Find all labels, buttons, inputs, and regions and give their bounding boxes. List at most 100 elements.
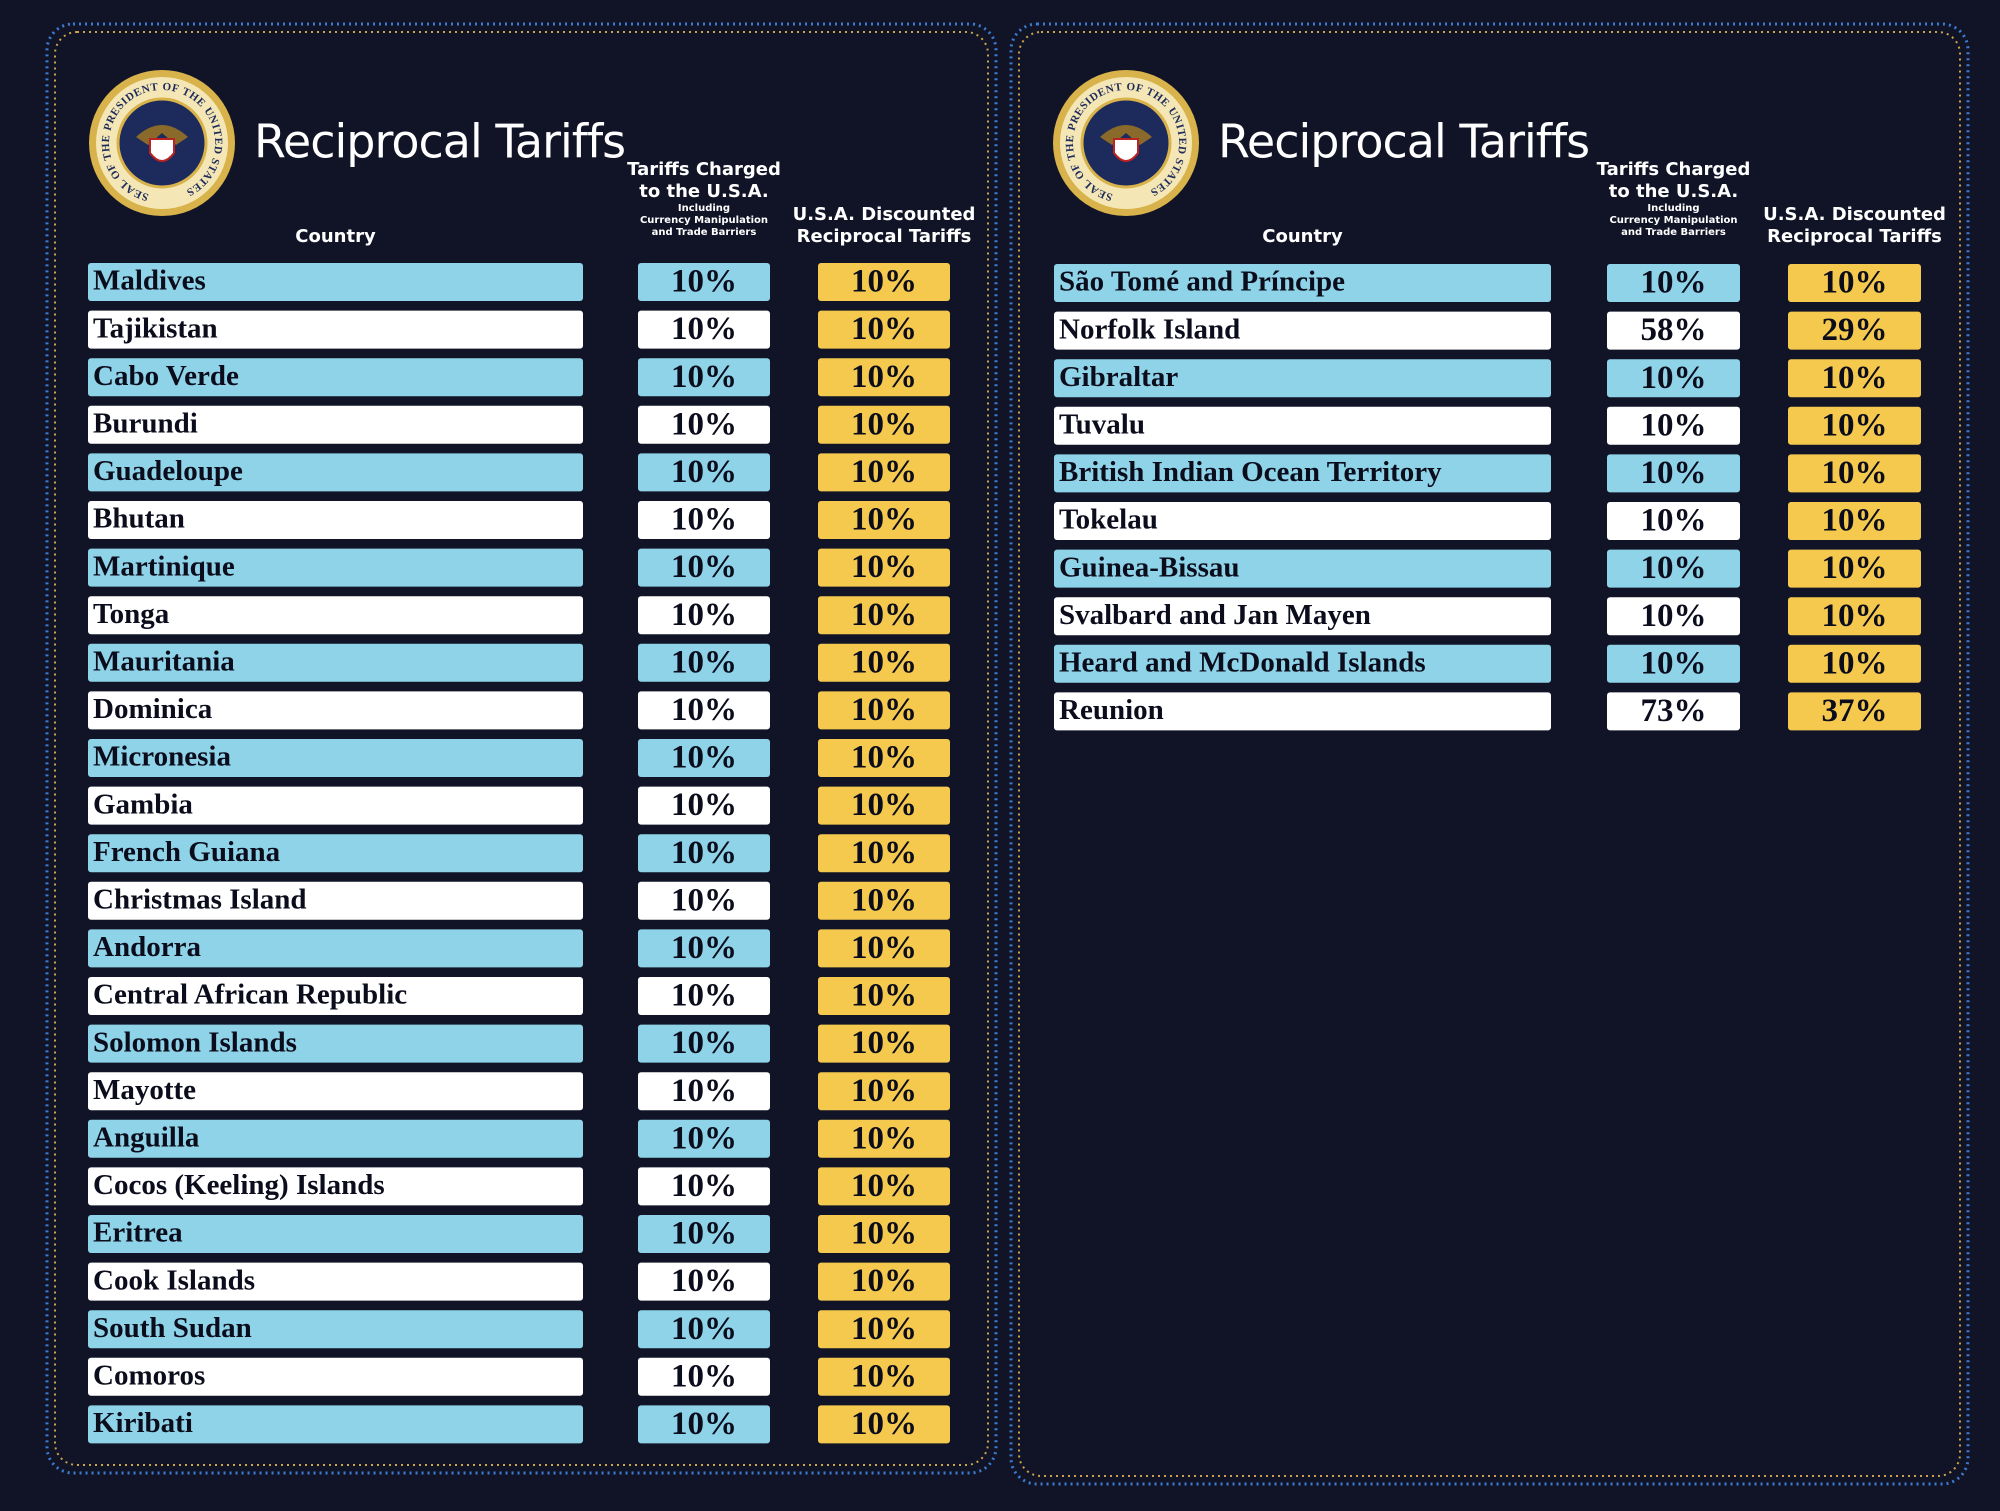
charged-value: 10% — [671, 359, 737, 395]
discounted-cell — [818, 977, 950, 1015]
country-name: French Guiana — [93, 836, 281, 868]
country-name: Dominica — [93, 693, 213, 725]
table-row: Burundi 10% 10% — [88, 405, 950, 444]
discounted-cell — [1788, 549, 1921, 588]
charged-cell — [638, 501, 770, 539]
header-charged: to the U.S.A. — [639, 181, 769, 202]
charged-cell — [638, 691, 770, 730]
header-country: Country — [1262, 226, 1343, 247]
table-row: French Guiana 10% 10% — [88, 834, 950, 873]
country-name: Guinea-Bissau — [1059, 551, 1240, 583]
discounted-value: 10% — [851, 692, 917, 728]
country-cell — [1054, 311, 1551, 350]
country-name: Burundi — [93, 407, 198, 439]
discounted-cell — [818, 691, 950, 730]
discounted-cell — [818, 501, 950, 539]
country-cell — [88, 881, 583, 920]
header-discounted: U.S.A. Discounted — [793, 204, 976, 225]
panel-title: Reciprocal Tariffs — [1218, 115, 1589, 169]
discounted-cell — [1788, 311, 1921, 350]
country-name: Cocos (Keeling) Islands — [93, 1169, 385, 1201]
country-name: Guadeloupe — [93, 455, 243, 487]
discounted-value: 10% — [851, 597, 917, 633]
discounted-value: 10% — [851, 1216, 917, 1252]
charged-cell — [638, 643, 770, 682]
charged-cell — [1607, 692, 1740, 731]
table-row: Mauritania 10% 10% — [88, 643, 950, 682]
charged-cell — [638, 929, 770, 968]
country-name: Gambia — [93, 788, 193, 820]
charged-cell — [638, 453, 770, 492]
table-row: São Tomé and Príncipe 10% 10% — [1054, 264, 1921, 302]
charged-value: 10% — [671, 1025, 737, 1061]
charged-cell — [638, 1072, 770, 1111]
charged-value: 10% — [671, 1406, 737, 1442]
country-cell — [1054, 406, 1551, 445]
charged-cell — [638, 977, 770, 1015]
header-charged-note: Including — [678, 203, 730, 214]
country-name: Norfolk Island — [1059, 313, 1240, 345]
charged-cell — [638, 881, 770, 920]
discounted-value: 10% — [851, 835, 917, 871]
country-name: Andorra — [93, 931, 201, 963]
charged-cell — [638, 548, 770, 587]
charged-value: 10% — [671, 1168, 737, 1204]
charged-cell — [638, 1405, 770, 1444]
table-row: Gibraltar 10% 10% — [1054, 359, 1921, 398]
table-row: Andorra 10% 10% — [88, 929, 950, 968]
discounted-value: 10% — [1822, 550, 1888, 586]
charged-value: 10% — [1641, 360, 1707, 396]
discounted-cell — [818, 358, 950, 397]
country-cell — [88, 1119, 583, 1158]
charged-cell — [638, 786, 770, 825]
country-name: Kiribati — [93, 1407, 193, 1439]
discounted-cell — [1788, 406, 1921, 445]
table-row: Comoros 10% 10% — [88, 1357, 950, 1396]
table-row: Tajikistan 10% 10% — [88, 310, 950, 349]
charged-value: 10% — [671, 406, 737, 442]
table-row: Norfolk Island 58% 29% — [1054, 311, 1921, 350]
header-country: Country — [295, 226, 376, 247]
table-row: Mayotte 10% 10% — [88, 1072, 950, 1111]
charged-cell — [1607, 264, 1740, 302]
table-row: Tonga 10% 10% — [88, 596, 950, 635]
country-cell — [88, 977, 583, 1015]
country-cell — [88, 310, 583, 349]
country-name: Martinique — [93, 550, 235, 582]
panel: SEAL OF THE PRESIDENT OF THE UNITED STAT… — [1009, 22, 1970, 1486]
panel: SEAL OF THE PRESIDENT OF THE UNITED STAT… — [45, 22, 998, 1475]
country-name: Tonga — [93, 598, 170, 630]
header-discounted: Reciprocal Tariffs — [797, 226, 972, 247]
table-row: Micronesia 10% 10% — [88, 739, 950, 777]
charged-cell — [638, 1024, 770, 1063]
header-charged-note: Currency Manipulation — [1609, 215, 1737, 226]
header-charged-note: and Trade Barriers — [1621, 227, 1726, 238]
country-cell — [88, 263, 583, 301]
country-name: Mayotte — [93, 1074, 196, 1106]
discounted-cell — [818, 1310, 950, 1349]
discounted-value: 10% — [851, 978, 917, 1014]
country-cell — [88, 786, 583, 825]
charged-cell — [638, 358, 770, 397]
discounted-value: 10% — [1822, 265, 1888, 301]
discounted-value: 10% — [1822, 598, 1888, 634]
charged-value: 10% — [671, 787, 737, 823]
header-charged-note: Currency Manipulation — [640, 215, 768, 226]
charged-value: 10% — [1641, 550, 1707, 586]
header-charged-note: Including — [1647, 203, 1699, 214]
table-row: British Indian Ocean Territory 10% 10% — [1054, 454, 1921, 493]
charged-value: 10% — [671, 311, 737, 347]
country-name: Solomon Islands — [93, 1026, 297, 1058]
charged-value: 10% — [671, 740, 737, 776]
charged-value: 10% — [671, 930, 737, 966]
discounted-value: 10% — [851, 264, 917, 300]
table-row: Solomon Islands 10% 10% — [88, 1024, 950, 1063]
discounted-cell — [818, 739, 950, 777]
charged-value: 10% — [671, 692, 737, 728]
charged-value: 10% — [671, 644, 737, 680]
discounted-cell — [1788, 597, 1921, 636]
charged-value: 10% — [671, 264, 737, 300]
discounted-cell — [818, 1405, 950, 1444]
discounted-value: 10% — [851, 930, 917, 966]
header-discounted: Reciprocal Tariffs — [1767, 226, 1942, 247]
